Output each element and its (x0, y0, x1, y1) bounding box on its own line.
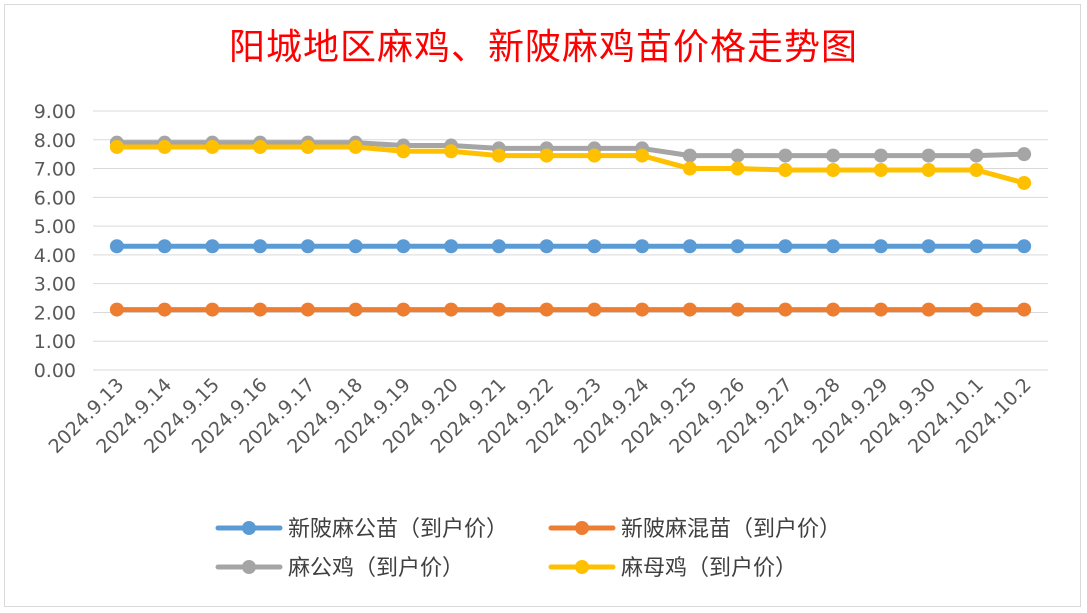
data-point (921, 302, 936, 317)
data-point (969, 148, 984, 163)
data-point (1017, 147, 1032, 162)
data-point (300, 139, 315, 154)
y-tick-label: 2.00 (34, 302, 76, 324)
data-point (539, 148, 554, 163)
legend-label: 麻公鸡（到户价） (288, 556, 464, 581)
data-point (826, 148, 841, 163)
data-point (587, 302, 602, 317)
x-axis-ticks: 2024.9.132024.9.142024.9.152024.9.162024… (44, 374, 1035, 458)
data-point (682, 239, 697, 254)
data-point (109, 239, 124, 254)
y-tick-label: 7.00 (34, 159, 76, 181)
y-tick-label: 0.00 (34, 360, 76, 382)
data-point (682, 148, 697, 163)
data-point (491, 302, 506, 317)
data-point (157, 302, 172, 317)
data-point (348, 302, 363, 317)
legend-swatch-marker (242, 560, 256, 574)
data-point (873, 148, 888, 163)
series-line (114, 140, 1027, 159)
data-point (873, 302, 888, 317)
data-point (396, 144, 411, 159)
legend-label: 麻母鸡（到户价） (621, 556, 797, 581)
y-tick-label: 5.00 (34, 216, 76, 238)
data-point (682, 302, 697, 317)
data-point (348, 139, 363, 154)
data-point (1017, 175, 1032, 190)
data-point (778, 302, 793, 317)
data-point (1017, 239, 1032, 254)
data-point (300, 302, 315, 317)
data-point (253, 302, 268, 317)
data-point (921, 239, 936, 254)
data-point (730, 239, 745, 254)
y-tick-label: 4.00 (34, 245, 76, 267)
series-line (114, 144, 1027, 186)
data-point (539, 239, 554, 254)
data-point (778, 162, 793, 177)
data-point (635, 239, 650, 254)
y-tick-label: 6.00 (34, 187, 76, 209)
data-point (826, 162, 841, 177)
data-point (682, 161, 697, 176)
data-point (730, 161, 745, 176)
data-point (396, 239, 411, 254)
data-point (539, 302, 554, 317)
chart-title: 阳城地区麻鸡、新陂麻鸡苗价格走势图 (228, 27, 858, 68)
data-point (778, 148, 793, 163)
data-point (444, 239, 459, 254)
data-point (205, 139, 220, 154)
data-point (587, 239, 602, 254)
data-point (730, 302, 745, 317)
data-point (873, 239, 888, 254)
data-point (730, 148, 745, 163)
data-point (109, 139, 124, 154)
data-point (921, 148, 936, 163)
data-point (157, 239, 172, 254)
data-point (969, 302, 984, 317)
data-point (348, 239, 363, 254)
data-point (300, 239, 315, 254)
legend-swatch-marker (575, 521, 589, 535)
data-point (253, 139, 268, 154)
data-point (491, 148, 506, 163)
data-point (635, 148, 650, 163)
data-point (969, 162, 984, 177)
data-point (109, 302, 124, 317)
legend-swatch-marker (575, 560, 589, 574)
data-point (873, 162, 888, 177)
data-point (205, 239, 220, 254)
y-tick-label: 8.00 (34, 130, 76, 152)
data-point (491, 239, 506, 254)
legend-label: 新陂麻公苗（到户价） (288, 517, 508, 542)
data-point (969, 239, 984, 254)
gridlines (93, 110, 1048, 371)
series-lines (109, 135, 1032, 317)
legend: 新陂麻公苗（到户价） 新陂麻混苗（到户价） 麻公鸡（到户价） 麻母鸡（到户价） (215, 517, 841, 581)
y-tick-label: 3.00 (34, 274, 76, 296)
data-point (157, 139, 172, 154)
data-point (826, 239, 841, 254)
data-point (1017, 302, 1032, 317)
data-point (778, 239, 793, 254)
data-point (253, 239, 268, 254)
y-axis-ticks: 0.00 1.00 2.00 3.00 4.00 5.00 6.00 7.00 8.00 9.00 (34, 101, 76, 382)
legend-label: 新陂麻混苗（到户价） (621, 517, 841, 542)
data-point (826, 302, 841, 317)
y-tick-label: 1.00 (34, 331, 76, 353)
data-point (444, 302, 459, 317)
data-point (205, 302, 220, 317)
data-point (396, 302, 411, 317)
y-tick-label: 9.00 (34, 101, 76, 123)
data-point (444, 144, 459, 159)
data-point (587, 148, 602, 163)
data-point (635, 302, 650, 317)
legend-swatch-marker (242, 521, 256, 535)
data-point (921, 162, 936, 177)
